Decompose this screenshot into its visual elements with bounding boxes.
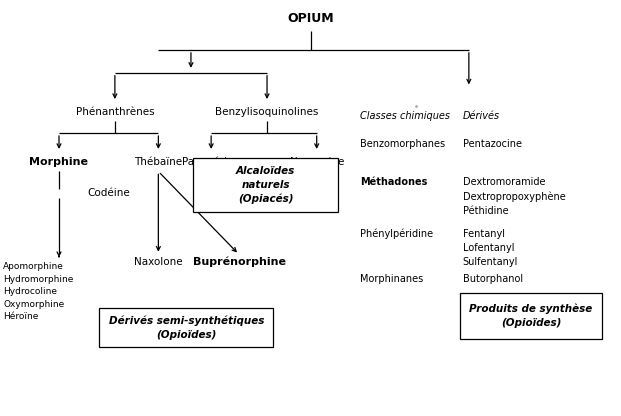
- Text: Classes chimiques: Classes chimiques: [360, 111, 450, 121]
- Text: Morphinanes: Morphinanes: [360, 274, 424, 284]
- Text: Benzylisoquinolines: Benzylisoquinolines: [215, 107, 319, 117]
- Text: Papavérine: Papavérine: [182, 157, 240, 168]
- Bar: [193, 158, 338, 212]
- Text: Fentanyl
Lofentanyl
Sulfentanyl: Fentanyl Lofentanyl Sulfentanyl: [463, 229, 518, 267]
- Text: Phénanthrènes: Phénanthrènes: [76, 107, 154, 117]
- Text: Pentazocine: Pentazocine: [463, 139, 522, 149]
- Text: Méthadones: Méthadones: [360, 177, 427, 187]
- Text: Thébaïne: Thébaïne: [134, 157, 183, 167]
- Text: Morphine: Morphine: [29, 157, 89, 167]
- Bar: [460, 293, 602, 339]
- Text: Apomorphine
Hydromorphine
Hydrocoline
Oxymorphine
Héroïne: Apomorphine Hydromorphine Hydrocoline Ox…: [3, 262, 73, 321]
- Text: Dérivés: Dérivés: [463, 111, 500, 121]
- Text: OPIUM: OPIUM: [287, 12, 334, 25]
- Text: Phénylpéridine: Phénylpéridine: [360, 229, 433, 239]
- Text: Buprénorphine: Buprénorphine: [193, 257, 286, 267]
- Text: Noscapine: Noscapine: [289, 157, 344, 167]
- Text: Dérivés semi-synthétiques
(Opioïdes): Dérivés semi-synthétiques (Opioïdes): [109, 315, 264, 340]
- Text: Produits de synthèse
(Opioïdes): Produits de synthèse (Opioïdes): [469, 304, 592, 328]
- Text: Naxolone: Naxolone: [134, 257, 183, 267]
- Text: Codéine: Codéine: [88, 188, 130, 198]
- Text: Butorphanol: Butorphanol: [463, 274, 523, 284]
- Text: Dextromoramide
Dextropropoxyphène
Péthidine: Dextromoramide Dextropropoxyphène Péthid…: [463, 177, 565, 215]
- Bar: [99, 308, 273, 347]
- Text: Benzomorphanes: Benzomorphanes: [360, 139, 445, 149]
- Text: Alcaloïdes
naturels
(Opiacés): Alcaloïdes naturels (Opiacés): [236, 166, 295, 205]
